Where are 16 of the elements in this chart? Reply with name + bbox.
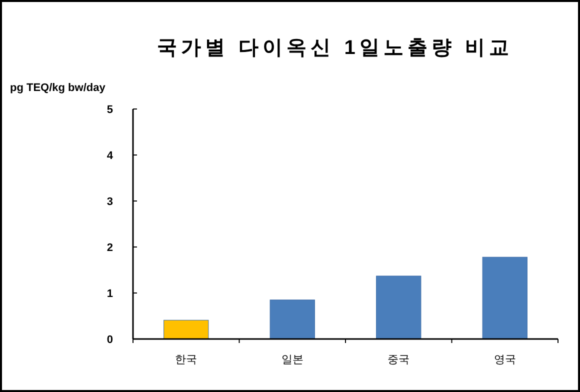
- bar: [482, 256, 528, 340]
- bar: [164, 320, 209, 340]
- x-tick-label: 영국: [494, 354, 516, 366]
- bar: [270, 300, 315, 340]
- chart-title: 국가별 다이옥신 1일노출량 비교: [157, 37, 513, 59]
- y-tick-label: 5: [106, 104, 113, 116]
- y-tick-label: 3: [106, 196, 113, 208]
- y-tick-label: 4: [106, 150, 114, 162]
- x-tick-label: 일본: [281, 354, 304, 366]
- y-tick-label: 0: [106, 334, 113, 346]
- y-tick-label: 1: [106, 288, 113, 300]
- x-tick-label: 한국: [175, 354, 198, 366]
- x-tick-label: 중국: [388, 354, 410, 366]
- y-axis-title: pg TEQ/kg bw/day: [10, 82, 106, 94]
- y-tick-label: 2: [106, 242, 113, 254]
- bar: [376, 276, 422, 340]
